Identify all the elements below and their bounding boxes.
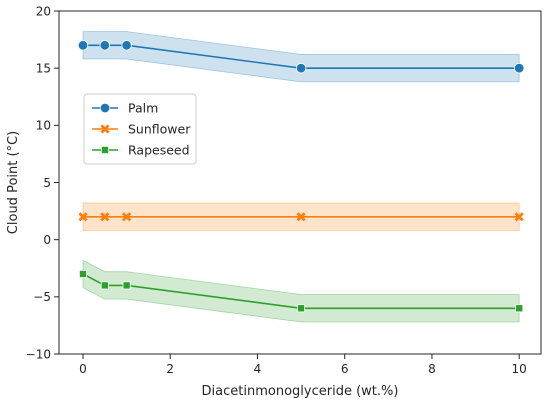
legend-marker-rapeseed bbox=[101, 145, 110, 154]
y-tick-label: −10 bbox=[26, 347, 51, 361]
series-markers bbox=[77, 40, 525, 313]
sunflower-point bbox=[122, 212, 132, 222]
x-axis-label: Diacetinmonoglyceride (wt.%) bbox=[202, 384, 399, 399]
x-tick-label: 4 bbox=[254, 362, 262, 376]
sunflower-point bbox=[100, 212, 110, 222]
y-tick-label: 20 bbox=[36, 4, 51, 18]
legend-box bbox=[83, 93, 197, 165]
y-tick-label: −5 bbox=[33, 290, 51, 304]
rapeseed-band bbox=[82, 259, 520, 323]
legend-marker-sunflower bbox=[100, 124, 110, 134]
legend-item-sunflower: Sunflower bbox=[92, 121, 191, 136]
x-tick-label: 0 bbox=[79, 362, 87, 376]
y-tick-label: 0 bbox=[43, 233, 51, 247]
y-axis-ticks: −10 −5 0 5 10 15 20 bbox=[26, 4, 59, 361]
legend-item-palm: Palm bbox=[92, 100, 158, 115]
sunflower-point bbox=[78, 212, 88, 222]
palm-point bbox=[99, 40, 111, 51]
x-tick-label: 10 bbox=[512, 362, 527, 376]
legend-label-rapeseed: Rapeseed bbox=[128, 142, 190, 157]
legend-label-sunflower: Sunflower bbox=[128, 121, 191, 136]
x-tick-label: 8 bbox=[428, 362, 436, 376]
x-tick-label: 6 bbox=[341, 362, 349, 376]
legend-marker-palm bbox=[99, 102, 111, 114]
rapeseed-point bbox=[515, 304, 524, 313]
palm-point bbox=[513, 62, 525, 74]
x-axis-ticks: 0 2 4 6 8 10 bbox=[79, 354, 527, 376]
legend-label-palm: Palm bbox=[128, 100, 158, 115]
rapeseed-point bbox=[122, 281, 131, 290]
legend: Palm Sunflower Rapeseed bbox=[83, 93, 197, 165]
y-axis-label: Cloud Point (°C) bbox=[6, 131, 21, 234]
confidence-bands bbox=[82, 31, 520, 323]
rapeseed-point bbox=[78, 269, 87, 278]
palm-band bbox=[82, 31, 520, 83]
y-tick-label: 15 bbox=[36, 61, 51, 75]
sunflower-point bbox=[514, 212, 524, 222]
y-tick-label: 10 bbox=[36, 119, 51, 133]
y-tick-label: 5 bbox=[43, 176, 51, 190]
series-lines bbox=[82, 44, 520, 310]
palm-point bbox=[77, 40, 89, 51]
palm-point bbox=[121, 40, 132, 51]
palm-point bbox=[295, 62, 307, 74]
legend-item-rapeseed: Rapeseed bbox=[92, 142, 190, 157]
sunflower-point bbox=[296, 212, 306, 222]
rapeseed-point bbox=[297, 304, 306, 313]
rapeseed-point bbox=[100, 281, 109, 290]
x-tick-label: 2 bbox=[166, 362, 174, 376]
